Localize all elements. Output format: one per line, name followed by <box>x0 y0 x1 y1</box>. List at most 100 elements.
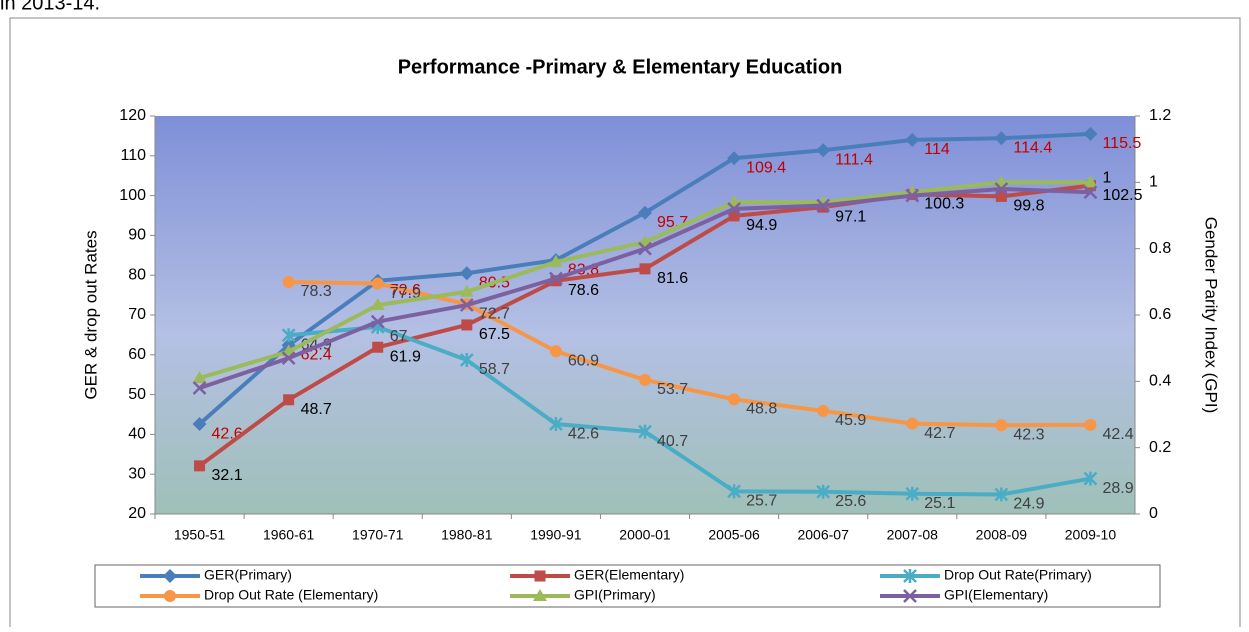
y-tick-label: 80 <box>128 266 146 283</box>
data-label: 25.1 <box>924 495 955 512</box>
data-label: 102.5 <box>1102 187 1142 204</box>
legend-marker <box>903 589 917 603</box>
data-point <box>905 188 920 203</box>
data-label: 28.9 <box>1102 480 1133 497</box>
data-label: 78.3 <box>301 283 332 300</box>
data-label: 53.7 <box>657 381 688 398</box>
data-point <box>1083 175 1098 188</box>
y2-tick-label: 0.2 <box>1149 439 1171 456</box>
data-point <box>1083 471 1098 486</box>
y2-tick-label: 1.2 <box>1149 107 1171 124</box>
data-point <box>192 371 207 384</box>
data-point <box>459 284 474 297</box>
x-tick-label: 1990-91 <box>530 527 582 543</box>
data-point <box>906 417 919 430</box>
data-point <box>994 131 1009 146</box>
data-point <box>1083 126 1098 141</box>
data-label: 48.8 <box>746 401 777 418</box>
series-line <box>288 279 1091 428</box>
data-label: 42.4 <box>1102 426 1133 443</box>
data-point <box>192 417 207 432</box>
x-tick-label: 2000-01 <box>619 527 671 543</box>
data-label: 100.3 <box>924 196 964 213</box>
legend-label: GER(Elementary) <box>574 567 684 583</box>
data-label: 111.4 <box>835 151 873 168</box>
data-label: 78.6 <box>568 282 599 299</box>
data-point <box>281 328 296 343</box>
data-label: 40.7 <box>657 433 688 450</box>
legend-label: Drop Out Rate (Elementary) <box>204 587 378 603</box>
plot-area <box>155 116 1135 514</box>
y-tick-label: 40 <box>128 426 146 443</box>
y2-tick-label: 0.8 <box>1149 240 1171 257</box>
data-label: 77.9 <box>390 285 421 302</box>
y-tick-label: 30 <box>128 465 146 482</box>
data-point <box>192 381 207 395</box>
legend-marker <box>533 589 547 601</box>
data-point <box>459 266 474 281</box>
y-tick-label: 110 <box>120 147 146 164</box>
y2-tick-label: 0 <box>1149 505 1158 522</box>
data-point <box>281 351 296 366</box>
x-tick-label: 2005-06 <box>708 527 760 543</box>
data-point <box>370 314 385 329</box>
legend-marker <box>164 590 176 602</box>
data-point <box>727 201 741 216</box>
data-point <box>639 263 651 275</box>
y-tick-label: 20 <box>128 505 146 522</box>
data-label: 94.9 <box>746 217 777 234</box>
page-caption: in 2013-14. <box>0 0 100 14</box>
data-point <box>549 271 563 286</box>
data-point <box>1083 185 1098 200</box>
data-label: 1 <box>1102 170 1111 187</box>
data-point <box>816 198 831 213</box>
data-point <box>638 205 652 220</box>
y-tick-label: 120 <box>119 107 146 124</box>
data-point <box>1084 418 1097 431</box>
data-point <box>727 151 742 166</box>
data-point <box>282 275 295 288</box>
legend-marker <box>534 570 546 582</box>
y-tick-label: 60 <box>128 346 146 363</box>
data-point <box>638 424 652 439</box>
x-tick-label: 1960-61 <box>263 527 315 543</box>
legend-label: GPI(Elementary) <box>944 587 1048 603</box>
data-label: 81.6 <box>657 270 688 287</box>
data-point <box>995 190 1007 202</box>
data-point <box>372 341 384 353</box>
data-point <box>550 275 562 287</box>
data-point <box>371 277 384 290</box>
data-label: 114 <box>924 141 950 158</box>
data-label: 58.7 <box>479 361 510 378</box>
data-label: 42.6 <box>568 425 599 442</box>
data-point <box>548 254 563 267</box>
y-axis-label: GER & drop out Rates <box>81 230 100 399</box>
data-label: 72.7 <box>479 305 510 322</box>
data-point <box>816 143 831 158</box>
data-point <box>994 182 1009 196</box>
data-label: 25.6 <box>835 493 866 510</box>
chart-title: Performance -Primary & Elementary Educat… <box>398 56 843 78</box>
data-label: 67.5 <box>479 326 510 343</box>
data-point <box>905 132 920 147</box>
y2-tick-label: 0.6 <box>1149 306 1171 323</box>
data-point <box>459 352 474 367</box>
data-label: 114.4 <box>1013 140 1052 157</box>
y2-axis-label: Gender Parity Index (GPI) <box>1202 217 1221 414</box>
series-line <box>288 324 1091 497</box>
data-point <box>728 210 740 222</box>
data-point <box>638 241 652 256</box>
x-tick-label: 2008-09 <box>976 527 1028 543</box>
data-point <box>727 484 741 499</box>
data-point <box>995 419 1008 432</box>
legend <box>94 564 1161 608</box>
data-label: 99.8 <box>1013 198 1044 215</box>
data-label: 42.3 <box>1013 426 1044 443</box>
data-point <box>905 486 920 501</box>
x-tick-label: 2009-10 <box>1065 527 1117 543</box>
y2-tick-label: 1 <box>1149 174 1158 191</box>
y-tick-label: 50 <box>128 386 146 403</box>
data-label: 61.9 <box>390 348 421 365</box>
data-point <box>817 404 830 417</box>
data-point <box>459 298 474 312</box>
